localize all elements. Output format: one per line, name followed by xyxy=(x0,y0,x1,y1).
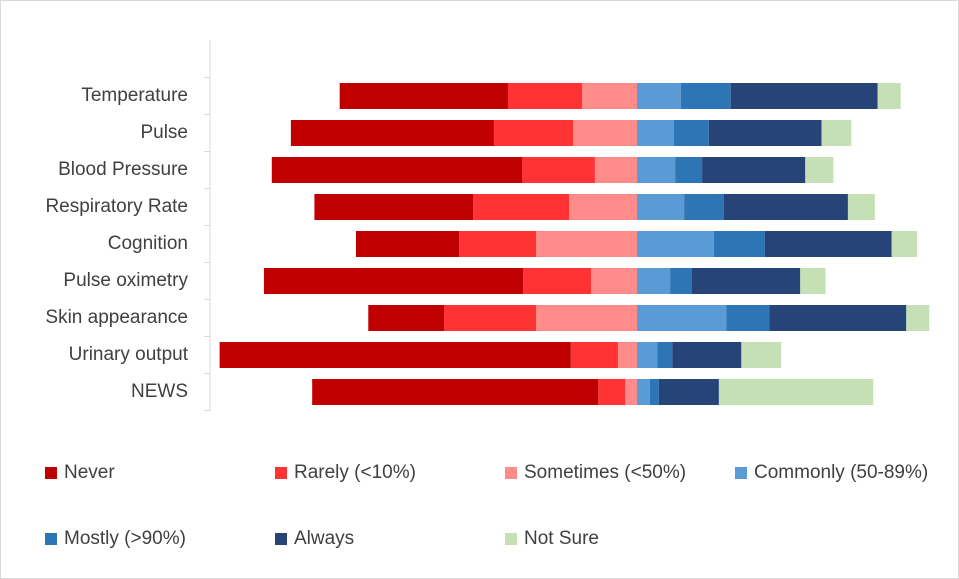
bar-segment xyxy=(680,83,731,109)
bar-segment xyxy=(718,379,874,405)
bar-segment xyxy=(637,305,727,331)
bar-segment xyxy=(590,268,637,294)
bar-segment xyxy=(726,305,770,331)
bar-segment xyxy=(891,231,917,257)
bar-segment xyxy=(582,83,637,109)
bar-segment xyxy=(764,231,892,257)
category-label: Temperature xyxy=(81,85,188,106)
bar-segment xyxy=(730,83,878,109)
bar-segment xyxy=(800,268,826,294)
bar-segment xyxy=(708,120,822,146)
bar-segment xyxy=(339,83,508,109)
bar-segment xyxy=(263,268,524,294)
bar-segment xyxy=(625,379,637,405)
bar-segment xyxy=(723,194,848,220)
legend-swatch xyxy=(275,467,287,479)
legend-swatch xyxy=(45,533,57,545)
legend-label: Rarely (<10%) xyxy=(294,462,416,483)
bar-segment xyxy=(684,194,724,220)
legend-swatch xyxy=(275,533,287,545)
bar-segment xyxy=(594,157,637,183)
legend-label: Mostly (>90%) xyxy=(64,528,186,549)
bar-segment xyxy=(536,231,637,257)
bar-segment xyxy=(637,83,681,109)
category-label: Urinary output xyxy=(69,344,189,365)
bar-segment xyxy=(637,194,685,220)
bar-segment xyxy=(536,305,637,331)
category-label: Pulse oximetry xyxy=(63,270,188,291)
legend-label: Commonly (50-89%) xyxy=(754,462,928,483)
bar-segment xyxy=(444,305,537,331)
bar-segment xyxy=(271,157,522,183)
bar-segment xyxy=(713,231,765,257)
bar-segment xyxy=(507,83,583,109)
bar-segment xyxy=(877,83,901,109)
bar-segment xyxy=(637,231,714,257)
category-label: NEWS xyxy=(131,381,188,402)
bar-segment xyxy=(691,268,801,294)
bar-segment xyxy=(573,120,637,146)
category-label: Skin appearance xyxy=(45,307,188,328)
bar-segment xyxy=(658,379,719,405)
category-label: Respiratory Rate xyxy=(45,196,188,217)
category-label: Blood Pressure xyxy=(58,159,188,180)
bar-segment xyxy=(617,342,637,368)
bar-segment xyxy=(521,157,595,183)
bar-segment xyxy=(906,305,930,331)
bar-segment xyxy=(741,342,782,368)
bar-segment xyxy=(670,268,692,294)
bar-segment xyxy=(637,342,658,368)
bar-segment xyxy=(672,342,742,368)
bar-segment xyxy=(493,120,574,146)
bar-segment xyxy=(290,120,494,146)
bar-segment xyxy=(570,342,618,368)
bar-segment xyxy=(769,305,907,331)
bar-segment xyxy=(314,194,474,220)
legend-swatch xyxy=(505,467,517,479)
bar-segment xyxy=(355,231,460,257)
legend-label: Sometimes (<50%) xyxy=(524,462,686,483)
legend-swatch xyxy=(735,467,747,479)
bar-segment xyxy=(637,157,676,183)
legend-swatch xyxy=(45,467,57,479)
bar-segment xyxy=(847,194,875,220)
bar-segment xyxy=(821,120,852,146)
category-label: Pulse xyxy=(140,122,188,143)
bar-segment xyxy=(219,342,571,368)
legend-swatch xyxy=(505,533,517,545)
bar-segment xyxy=(312,379,599,405)
bar-segment xyxy=(657,342,673,368)
bar-segment xyxy=(368,305,445,331)
bar-segment xyxy=(598,379,626,405)
bar-segment xyxy=(805,157,834,183)
bar-segment xyxy=(702,157,806,183)
bar-segment xyxy=(637,268,671,294)
bar-segment xyxy=(675,157,703,183)
bar-segment xyxy=(459,231,537,257)
bar-segment xyxy=(674,120,709,146)
bar-segment xyxy=(523,268,591,294)
bar-segment xyxy=(649,379,659,405)
bar-segment xyxy=(637,120,675,146)
legend-label: Not Sure xyxy=(524,528,599,549)
bar-segment xyxy=(473,194,570,220)
category-label: Cognition xyxy=(108,233,188,254)
legend-label: Never xyxy=(64,462,115,483)
bar-segment xyxy=(637,379,650,405)
bar-segment xyxy=(569,194,637,220)
legend-label: Always xyxy=(294,528,354,549)
